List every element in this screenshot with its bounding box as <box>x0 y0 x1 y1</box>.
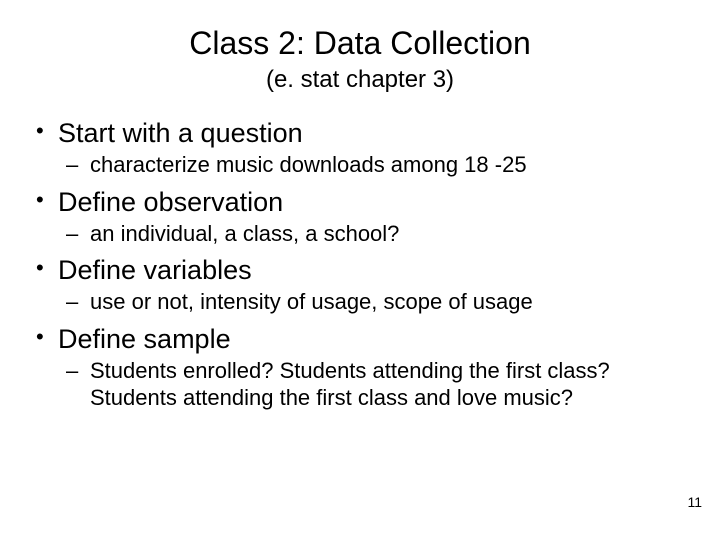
sub-item: Students enrolled? Students attending th… <box>30 357 690 412</box>
sub-item: use or not, intensity of usage, scope of… <box>30 288 690 316</box>
slide-subtitle: (e. stat chapter 3) <box>30 66 690 94</box>
bullet-item: Start with a question <box>30 118 690 149</box>
page-number: 11 <box>687 494 702 510</box>
sub-item: an individual, a class, a school? <box>30 220 690 248</box>
bullet-item: Define observation <box>30 187 690 218</box>
content-list: Start with a question characterize music… <box>30 118 690 412</box>
bullet-item: Define sample <box>30 324 690 355</box>
bullet-item: Define variables <box>30 255 690 286</box>
slide-title: Class 2: Data Collection <box>30 25 690 62</box>
sub-item: characterize music downloads among 18 -2… <box>30 151 690 179</box>
